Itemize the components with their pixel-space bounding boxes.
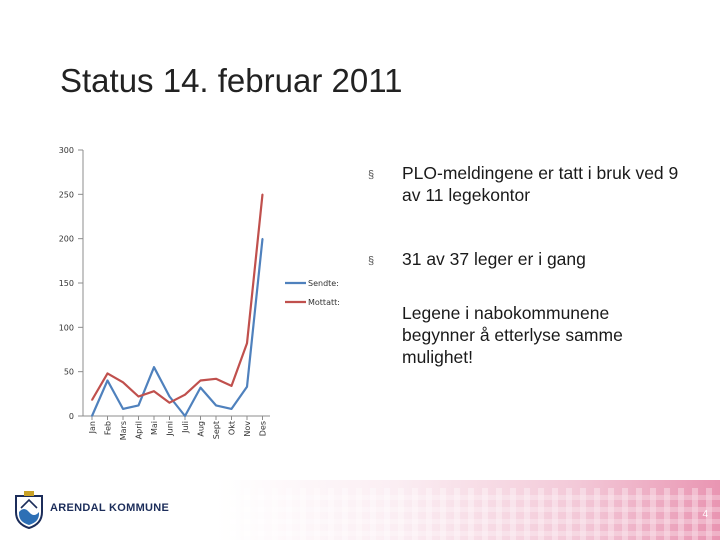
data-point	[168, 401, 171, 404]
x-tick-label: Des	[259, 421, 268, 436]
x-tick-label: April	[135, 421, 144, 439]
data-point	[137, 404, 140, 407]
data-point	[215, 377, 217, 380]
y-tick-label: 150	[59, 279, 74, 288]
data-point	[106, 379, 109, 382]
data-point	[122, 408, 124, 410]
slide-title: Status 14. februar 2011	[60, 62, 403, 99]
line-chart: 0 50 100 150 200 250 300 Jan Feb Mars April Mai Juni…	[59, 146, 340, 440]
x-tick-label: Feb	[104, 421, 113, 435]
data-point	[199, 386, 202, 389]
data-point	[215, 404, 217, 407]
data-point	[122, 381, 124, 384]
data-point	[246, 385, 248, 388]
data-point	[106, 372, 109, 375]
y-tick-label: 50	[64, 368, 74, 377]
x-tick-label: Nov	[243, 421, 252, 437]
y-tick-label: 0	[69, 412, 74, 421]
x-tick-label: Juni	[166, 421, 175, 437]
bullet-marker: §	[368, 255, 375, 267]
y-tick-label: 100	[59, 323, 74, 332]
bullet-marker: §	[368, 169, 375, 181]
footer-band	[0, 480, 720, 540]
x-tick-label: Mai	[150, 421, 159, 435]
data-point	[91, 399, 93, 401]
data-point	[153, 390, 155, 392]
data-point	[153, 366, 155, 369]
data-point	[230, 408, 233, 410]
data-point	[91, 415, 93, 417]
data-point	[261, 237, 264, 240]
legend-label: Sendte:	[308, 279, 339, 288]
bullet-text: 31 av 37 leger er i gang	[402, 249, 586, 269]
x-tick-label: Jan	[88, 421, 97, 434]
data-point	[199, 379, 202, 382]
data-point	[261, 193, 264, 196]
data-point	[137, 395, 140, 398]
series-line-sendte	[90, 238, 264, 418]
bullet-text: PLO-meldingene er tatt i bruk ved 9 av 1…	[402, 163, 679, 205]
data-point	[246, 342, 248, 345]
data-point	[168, 395, 171, 398]
coat-of-arms-icon	[15, 491, 43, 530]
data-point	[184, 415, 186, 417]
legend-label: Mottatt:	[308, 298, 340, 307]
x-tick-label: Aug	[197, 421, 206, 437]
bullet-text: Legene i nabokommunene begynner å etterl…	[402, 303, 623, 367]
series-line-mottatt	[91, 194, 264, 404]
x-tick-label: Juli	[181, 421, 190, 434]
y-tick-label: 250	[59, 190, 74, 199]
organization-name: ARENDAL KOMMUNE	[50, 502, 170, 514]
x-tick-label: Sept	[212, 421, 221, 439]
page-number: 4	[702, 509, 708, 520]
x-tick-label: Mars	[119, 421, 128, 440]
data-point	[184, 393, 186, 396]
y-tick-label: 300	[59, 146, 74, 155]
x-tick-label: Okt	[228, 421, 237, 435]
data-point	[230, 385, 233, 387]
y-tick-label: 200	[59, 235, 74, 244]
